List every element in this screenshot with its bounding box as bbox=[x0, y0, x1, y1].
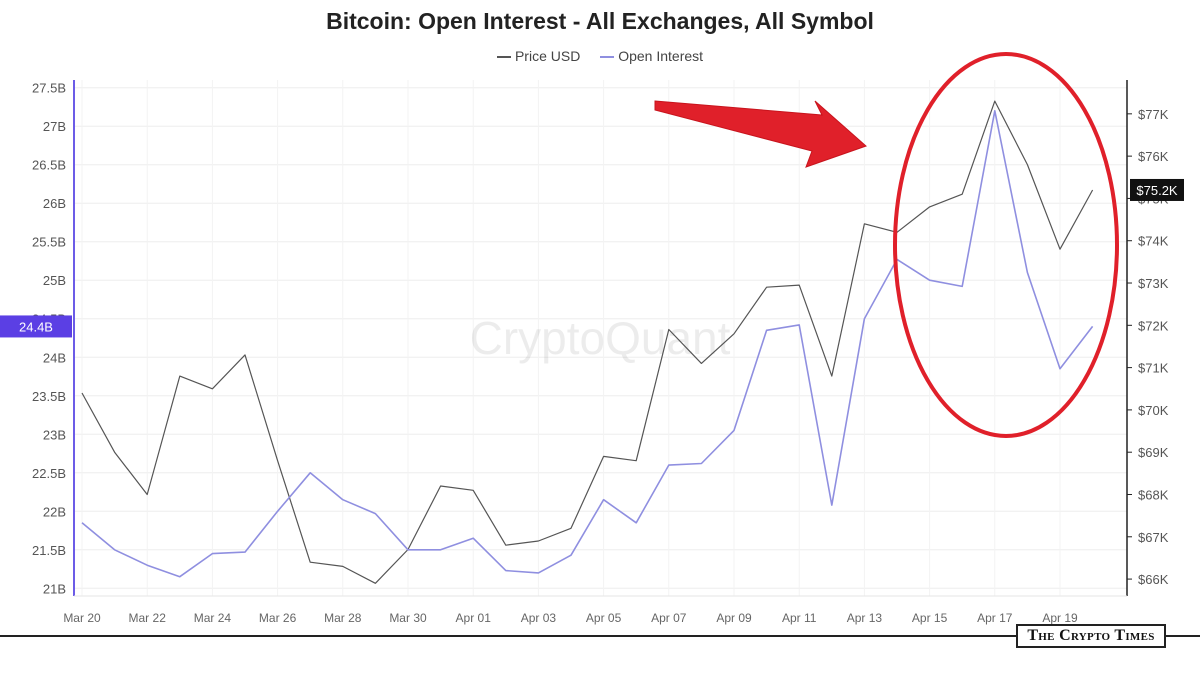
x-tick-label: Mar 30 bbox=[389, 611, 427, 625]
x-tick-label: Mar 22 bbox=[129, 611, 167, 625]
y-left-tick-label: 25.5B bbox=[32, 235, 66, 250]
legend-label-price: Price USD bbox=[514, 48, 581, 64]
y-left-tick-label: 27.5B bbox=[32, 81, 66, 96]
legend-swatch-price bbox=[496, 56, 511, 59]
annotation-arrow bbox=[654, 100, 867, 168]
y-right-tick-label: $76K bbox=[1138, 149, 1169, 164]
x-tick-label: Apr 07 bbox=[651, 611, 687, 625]
y-right-tick-label: $73K bbox=[1138, 276, 1169, 291]
y-left-tick-label: 24B bbox=[43, 350, 66, 365]
brand-logo: The Crypto Times bbox=[1016, 624, 1166, 648]
legend-item-price[interactable]: Price USD bbox=[496, 48, 581, 64]
y-left-tick-label: 26B bbox=[43, 196, 66, 211]
x-tick-label: Apr 19 bbox=[1042, 611, 1078, 625]
y-right-tick-label: $66K bbox=[1138, 572, 1169, 587]
current-price-badge bbox=[1130, 178, 1184, 201]
x-tick-label: Apr 03 bbox=[521, 611, 557, 625]
x-tick-label: Apr 09 bbox=[716, 611, 752, 625]
annotation-circle bbox=[893, 52, 1119, 438]
x-tick-label: Apr 01 bbox=[456, 611, 492, 625]
y-right-tick-label: $71K bbox=[1138, 361, 1169, 376]
x-tick-label: Mar 28 bbox=[324, 611, 362, 625]
chart-legend: Price USD Open Interest bbox=[0, 48, 1200, 64]
badge-layer: 24.4B $75.2K bbox=[0, 178, 1184, 338]
x-tick-label: Apr 13 bbox=[847, 611, 883, 625]
y-right-tick-label: $67K bbox=[1138, 530, 1169, 545]
y-right-tick-label: $70K bbox=[1138, 403, 1169, 418]
current-oi-badge-label: 24.4B bbox=[19, 319, 53, 334]
series-line-price-usd bbox=[81, 100, 1094, 584]
y-right-tick-label: $69K bbox=[1138, 445, 1169, 460]
legend-swatch-open-interest bbox=[600, 56, 615, 59]
x-tick-label: Apr 11 bbox=[782, 611, 817, 625]
legend-item-open-interest[interactable]: Open Interest bbox=[600, 48, 703, 64]
x-tick-label: Mar 24 bbox=[194, 611, 232, 625]
y-left-tick-label: 27B bbox=[43, 119, 66, 134]
current-price-badge-label: $75.2K bbox=[1136, 183, 1178, 198]
y-left-tick-label: 23B bbox=[43, 427, 66, 442]
axes: 21B21.5B22B22.5B23B23.5B24B24.5B25B25.5B… bbox=[32, 80, 1169, 625]
y-left-tick-label: 22B bbox=[43, 504, 66, 519]
watermark-text: CryptoQuant bbox=[470, 312, 731, 364]
y-left-tick-label: 23.5B bbox=[32, 389, 66, 404]
x-tick-label: Mar 20 bbox=[63, 611, 101, 625]
y-right-tick-label: $72K bbox=[1138, 318, 1169, 333]
x-tick-label: Apr 17 bbox=[977, 611, 1013, 625]
y-left-tick-label: 21.5B bbox=[32, 543, 66, 558]
x-tick-label: Mar 26 bbox=[259, 611, 297, 625]
annotation-layer bbox=[654, 52, 1119, 438]
y-left-tick-label: 26.5B bbox=[32, 158, 66, 173]
series-layer bbox=[81, 100, 1094, 584]
x-tick-label: Apr 15 bbox=[912, 611, 948, 625]
y-left-tick-label: 25B bbox=[43, 273, 66, 288]
y-right-tick-label: $68K bbox=[1138, 487, 1169, 502]
y-right-tick-label: $74K bbox=[1138, 234, 1169, 249]
y-left-tick-label: 22.5B bbox=[32, 466, 66, 481]
y-left-tick-label: 21B bbox=[43, 581, 66, 596]
grid bbox=[74, 80, 1127, 596]
chart-title: Bitcoin: Open Interest - All Exchanges, … bbox=[326, 8, 874, 34]
legend-label-open-interest: Open Interest bbox=[618, 48, 704, 64]
series-line-open-interest bbox=[81, 110, 1094, 578]
x-tick-label: Apr 05 bbox=[586, 611, 622, 625]
current-oi-badge bbox=[0, 315, 72, 338]
y-right-tick-label: $77K bbox=[1138, 107, 1169, 122]
